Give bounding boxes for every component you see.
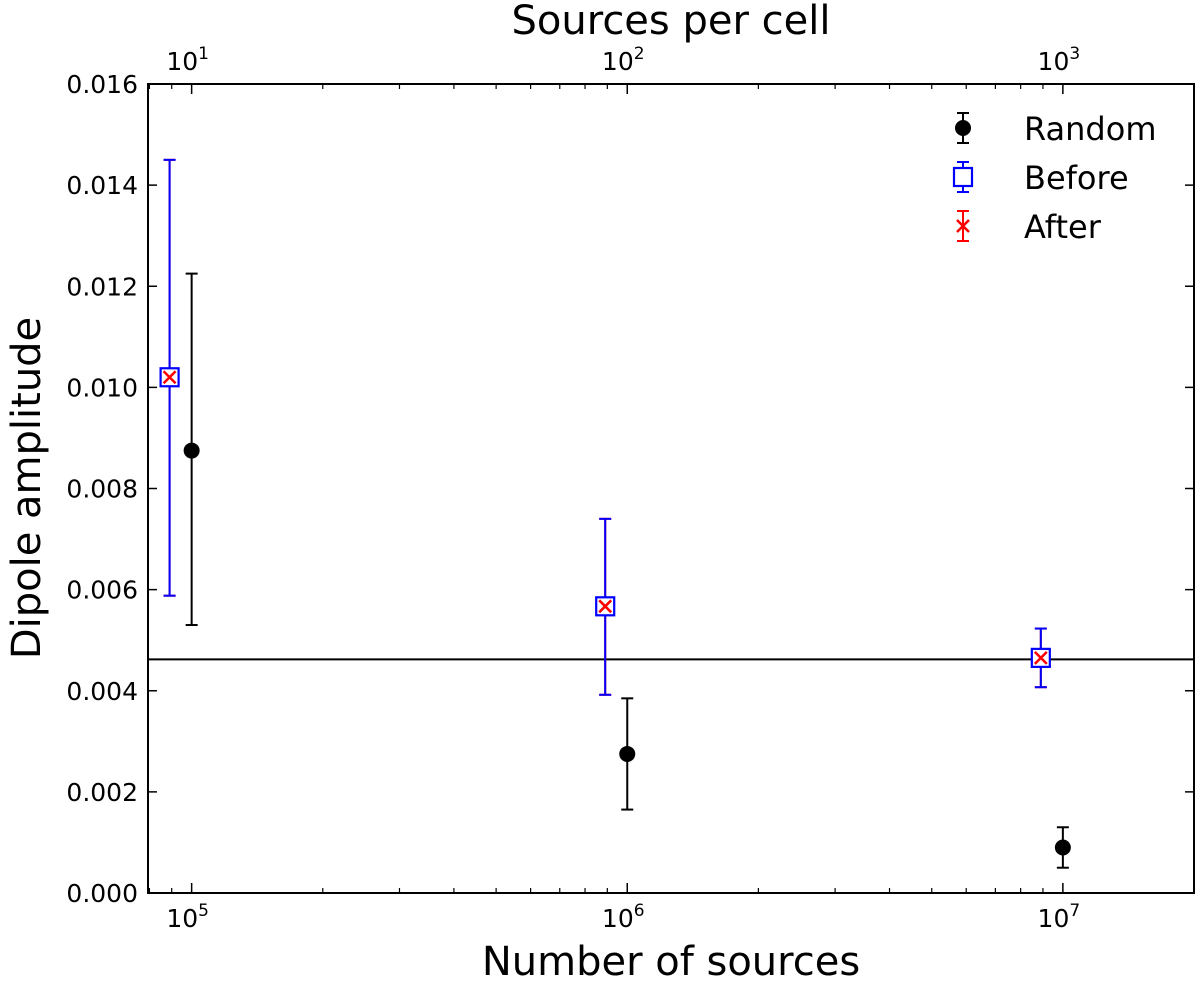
legend-marker-after (956, 219, 970, 233)
plot-frame (147, 83, 1195, 894)
point-random (619, 745, 636, 762)
y-tick-label: 0.008 (66, 475, 138, 504)
legend-marker-random (955, 120, 971, 136)
x2-tick-label: 102 (602, 44, 645, 76)
y-tick-label: 0.012 (66, 272, 138, 301)
legend-label: Before (1024, 159, 1129, 197)
y-tick-label: 0.014 (66, 171, 138, 200)
legend-label: After (1024, 208, 1102, 246)
legend-marker-before (952, 166, 974, 188)
legend-item-before: Before (952, 159, 1129, 197)
y-tick-label: 0.006 (66, 576, 138, 605)
legend-label: Random (1024, 110, 1156, 148)
point-after (1033, 651, 1048, 665)
point-after (162, 370, 177, 385)
y-tick-label: 0.000 (66, 879, 138, 908)
x2-tick-label: 103 (1038, 44, 1081, 76)
y-axis-title: Dipole amplitude (4, 317, 50, 659)
y-tick-label: 0.002 (66, 778, 138, 807)
legend: Random Before After (952, 110, 1156, 246)
y-tick-label: 0.010 (66, 373, 138, 402)
x-tick-label: 107 (1038, 901, 1081, 933)
legend-item-random: Random (955, 110, 1156, 148)
x2-tick-label: 101 (166, 44, 209, 76)
point-after (598, 599, 613, 614)
point-random (1054, 839, 1071, 856)
point-random (183, 442, 200, 459)
y-tick-label: 0.016 (66, 70, 138, 99)
x-axis-title: Number of sources (482, 939, 860, 985)
legend-item-after: After (956, 208, 1102, 246)
plot-layer (148, 158, 1194, 869)
x-tick-label: 105 (166, 901, 209, 933)
y-tick-label: 0.004 (66, 677, 138, 706)
x-tick-label: 106 (602, 901, 645, 933)
top-axis-title: Sources per cell (512, 0, 831, 44)
